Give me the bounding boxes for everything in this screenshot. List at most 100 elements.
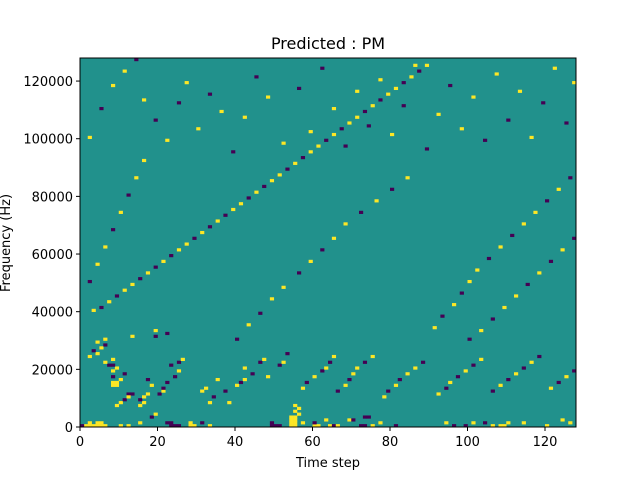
heatmap-cell xyxy=(517,89,523,93)
heatmap-cell xyxy=(490,389,495,393)
heatmap-cell xyxy=(300,156,306,160)
heatmap-cell xyxy=(87,354,92,359)
heatmap-cell xyxy=(103,343,108,347)
heatmap-cell xyxy=(355,115,360,119)
heatmap-cell xyxy=(145,271,151,275)
heatmap-cell xyxy=(436,392,441,396)
heatmap-cell xyxy=(455,375,461,379)
heatmap-cell xyxy=(514,372,519,376)
heatmap-cell xyxy=(475,268,480,272)
heatmap-cell xyxy=(521,421,526,425)
heatmap-cell xyxy=(304,380,309,385)
y-axis-label: Frequency (Hz) xyxy=(0,194,14,292)
heatmap-cell xyxy=(436,112,441,116)
heatmap-cell xyxy=(231,207,236,212)
heatmap-cell xyxy=(118,377,123,382)
heatmap-cell xyxy=(444,386,449,390)
heatmap-cell xyxy=(161,386,166,390)
heatmap-cell xyxy=(308,150,313,154)
heatmap-cell xyxy=(130,282,135,287)
heatmap-cell xyxy=(95,424,100,428)
heatmap-cells xyxy=(80,58,577,428)
heatmap-cell xyxy=(498,383,503,387)
heatmap-cell xyxy=(126,392,131,396)
heatmap-cell xyxy=(262,357,267,361)
heatmap-cell xyxy=(173,375,178,379)
heatmap-cell xyxy=(347,418,352,422)
heatmap-cell xyxy=(359,424,364,428)
heatmap-cell xyxy=(370,424,375,428)
heatmap-cell xyxy=(362,360,368,364)
heatmap-cell xyxy=(277,363,282,367)
heatmap-cell xyxy=(297,406,302,410)
heatmap-cell xyxy=(184,81,189,85)
heatmap-cell xyxy=(176,360,182,364)
heatmap-cell xyxy=(95,352,100,356)
heatmap-cell xyxy=(99,424,104,428)
heatmap-cell xyxy=(386,92,391,96)
heatmap-cell xyxy=(331,354,337,359)
heatmap-cell xyxy=(312,424,317,428)
heatmap-cell xyxy=(281,285,286,289)
heatmap-cell xyxy=(192,424,197,428)
heatmap-cell xyxy=(176,369,182,373)
heatmap-cell xyxy=(529,135,534,140)
heatmap-cell xyxy=(545,199,550,203)
heatmap-cell xyxy=(99,421,104,425)
heatmap-cell xyxy=(126,395,131,399)
heatmap-cell xyxy=(269,424,275,428)
heatmap-cell xyxy=(552,66,557,70)
heatmap-cell xyxy=(490,317,495,321)
heatmap-cell xyxy=(235,383,240,387)
heatmap-cell xyxy=(126,193,131,197)
heatmap-cell xyxy=(142,401,147,405)
heatmap-cell xyxy=(331,236,337,240)
heatmap-cell xyxy=(149,383,154,387)
heatmap-cell xyxy=(258,360,263,364)
heatmap-cell xyxy=(111,375,116,379)
heatmap-cell xyxy=(114,383,120,387)
heatmap-cell xyxy=(258,311,263,315)
heatmap-cell xyxy=(293,424,298,428)
heatmap-cell xyxy=(235,337,240,341)
heatmap-cell xyxy=(103,360,108,364)
heatmap-cell xyxy=(142,395,147,399)
heatmap-cell xyxy=(320,369,325,373)
heatmap-cell xyxy=(238,202,244,206)
heatmap-cell xyxy=(300,386,306,390)
heatmap-cell xyxy=(122,372,127,376)
heatmap-cell xyxy=(242,377,247,382)
heatmap-cell xyxy=(145,377,151,382)
heatmap-cell xyxy=(161,259,166,263)
heatmap-cell xyxy=(378,78,383,82)
heatmap-cell xyxy=(95,340,100,344)
heatmap-cell xyxy=(87,135,92,140)
heatmap-cell xyxy=(483,421,488,425)
heatmap-cell xyxy=(188,421,193,425)
heatmap-cell xyxy=(273,424,278,428)
heatmap-cell xyxy=(153,265,158,269)
heatmap-cell xyxy=(498,245,503,249)
heatmap-cell xyxy=(510,233,515,238)
heatmap-cell xyxy=(149,415,154,419)
heatmap-cell xyxy=(424,147,430,151)
heatmap-cell xyxy=(331,132,337,137)
heatmap-cell xyxy=(114,294,120,298)
heatmap-cell xyxy=(196,127,201,131)
heatmap-cell xyxy=(215,219,220,223)
heatmap-cell xyxy=(122,69,127,73)
heatmap-cell xyxy=(269,297,275,301)
heatmap-cell xyxy=(312,375,317,379)
heatmap-cell xyxy=(95,262,100,266)
heatmap-cell xyxy=(111,228,116,232)
heatmap-cell xyxy=(366,415,371,419)
heatmap-cell xyxy=(277,424,282,428)
heatmap-cell xyxy=(215,377,220,382)
heatmap-cell xyxy=(293,418,298,422)
heatmap-cell xyxy=(560,248,565,252)
heatmap-cell xyxy=(114,366,120,370)
heatmap-cell xyxy=(545,424,550,428)
heatmap-cell xyxy=(145,392,151,396)
heatmap-cell xyxy=(401,81,406,85)
heatmap-cell xyxy=(165,421,170,425)
